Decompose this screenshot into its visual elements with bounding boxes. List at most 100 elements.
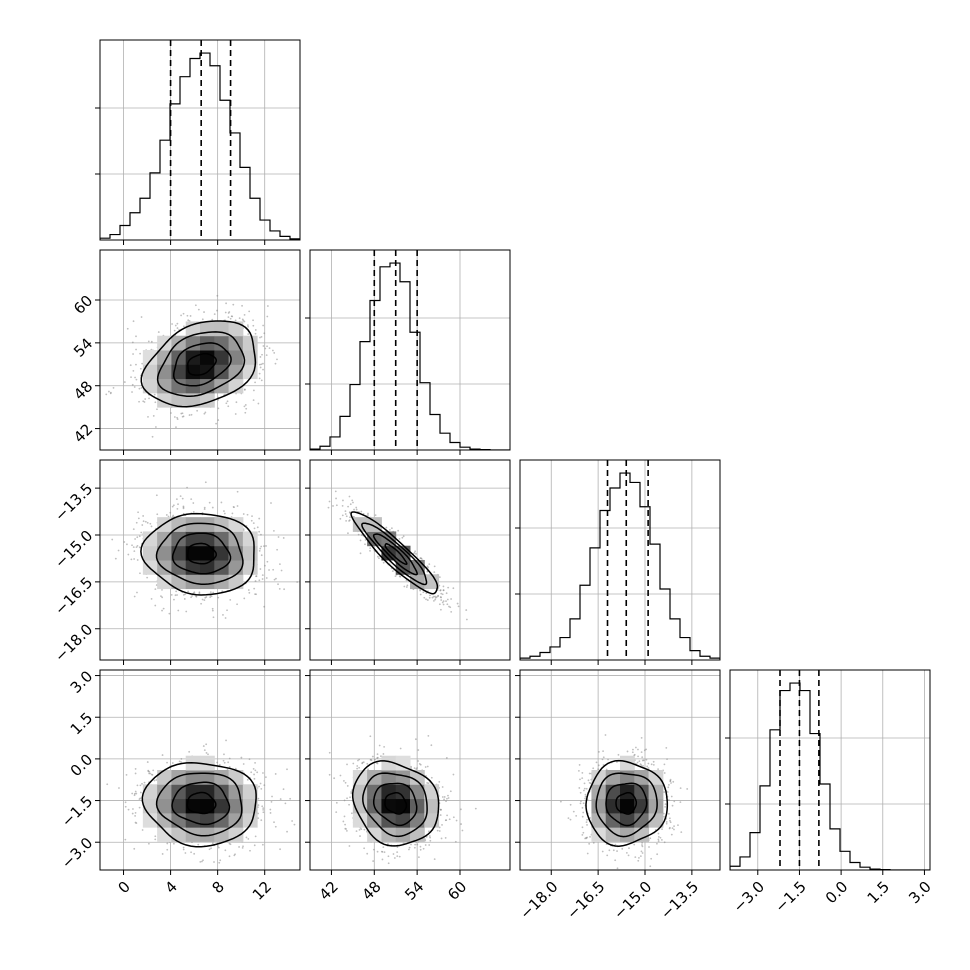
scatter-point: [186, 314, 189, 317]
scatter-point: [248, 591, 251, 594]
scatter-point: [147, 769, 150, 772]
scatter-point: [442, 603, 445, 606]
scatter-point: [393, 857, 396, 859]
density-cell: [185, 574, 201, 590]
scatter-point: [190, 413, 193, 416]
scatter-point: [444, 837, 447, 839]
scatter-point: [410, 843, 412, 846]
scatter-point: [419, 593, 422, 596]
scatter-point: [247, 333, 250, 335]
scatter-point: [444, 819, 447, 822]
scatter-point: [136, 536, 139, 539]
scatter-point: [396, 846, 399, 848]
scatter-point: [670, 782, 672, 784]
scatter-point: [242, 513, 245, 515]
scatter-point: [447, 794, 449, 797]
scatter-point: [180, 412, 183, 415]
scatter-point: [637, 748, 639, 751]
scatter-point: [229, 598, 232, 601]
scatter-point: [578, 764, 581, 766]
scatter-point: [583, 789, 585, 792]
scatter-point: [441, 824, 443, 826]
scatter-point: [210, 595, 213, 598]
scatter-point: [366, 762, 369, 765]
scatter-point: [332, 505, 334, 507]
density-cell: [214, 784, 230, 800]
scatter-point: [172, 514, 175, 517]
scatter-point: [422, 591, 425, 594]
scatter-point: [172, 504, 175, 507]
scatter-point: [271, 795, 273, 798]
scatter-point: [205, 752, 208, 754]
scatter-point: [581, 777, 584, 780]
scatter-point: [465, 609, 468, 611]
scatter-point: [369, 547, 372, 550]
x-tick-label: 0: [114, 878, 133, 897]
x-tick-label: 8: [209, 878, 228, 897]
panel-2-1: [305, 459, 511, 665]
scatter-point: [243, 597, 246, 600]
x-tick-label: 3.0: [905, 878, 935, 908]
scatter-point: [661, 828, 663, 831]
panel-frame: [729, 669, 931, 871]
scatter-point: [438, 826, 441, 829]
scatter-point: [227, 316, 230, 319]
scatter-point: [648, 846, 650, 848]
density-cell: [214, 798, 230, 814]
density-cell: [200, 350, 215, 365]
scatter-point: [352, 501, 354, 504]
density-cell: [648, 770, 664, 785]
contour-1.5: [362, 772, 428, 838]
scatter-point: [131, 792, 134, 795]
scatter-point: [588, 781, 591, 784]
scatter-point: [637, 755, 639, 758]
scatter-point: [441, 796, 444, 798]
scatter-point: [428, 596, 431, 599]
scatter-point: [424, 844, 427, 846]
scatter-point: [442, 589, 445, 592]
contour-1: [172, 342, 232, 387]
scatter-point: [228, 757, 231, 760]
scatter-point: [454, 840, 457, 843]
scatter-point: [253, 773, 255, 776]
scatter-point: [349, 516, 351, 519]
scatter-point: [429, 594, 431, 597]
scatter-point: [419, 763, 422, 766]
scatter-point: [217, 846, 220, 849]
scatter-point: [130, 376, 132, 379]
density-cell: [242, 798, 258, 814]
scatter-point: [391, 570, 394, 573]
scatter-point: [129, 364, 132, 367]
scatter-point: [216, 309, 218, 312]
density-cell: [228, 350, 244, 365]
scatter-point: [266, 305, 269, 307]
scatter-point: [346, 785, 349, 787]
scatter-point: [149, 772, 152, 775]
scatter-point: [176, 594, 178, 596]
scatter-point: [274, 362, 277, 365]
scatter-point: [187, 590, 190, 593]
scatter-point: [679, 787, 682, 790]
scatter-point: [270, 800, 273, 803]
scatter-point: [175, 426, 177, 429]
scatter-point: [359, 539, 362, 542]
scatter-point: [114, 557, 117, 560]
y-tick-label: −15.0: [51, 527, 96, 572]
scatter-point: [438, 780, 441, 783]
scatter-point: [252, 389, 255, 392]
scatter-point: [161, 609, 163, 612]
scatter-point: [194, 304, 197, 307]
scatter-point: [166, 761, 168, 764]
scatter-point: [666, 758, 668, 761]
scatter-point: [218, 763, 221, 766]
scatter-point: [182, 848, 185, 851]
scatter-point: [344, 781, 347, 784]
scatter-point: [176, 507, 179, 510]
scatter-point: [181, 497, 184, 500]
scatter-point: [341, 504, 344, 507]
scatter-point: [138, 806, 141, 809]
scatter-point: [414, 738, 417, 741]
panel-content: [310, 460, 510, 660]
scatter-point: [582, 802, 585, 805]
scatter-point: [353, 508, 355, 511]
